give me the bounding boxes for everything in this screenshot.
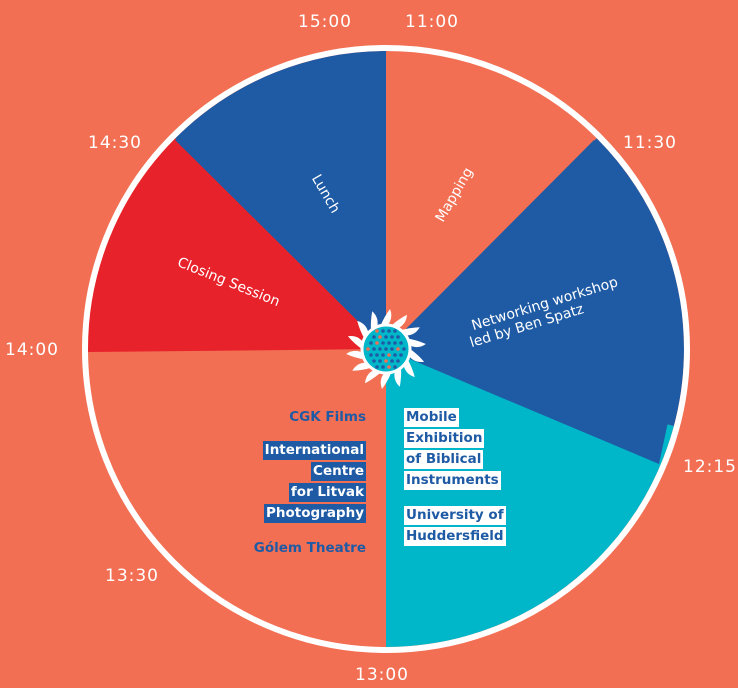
participant-icflp: International Centre for Litvak Photogra… [220, 441, 366, 525]
sunburst-dot [381, 329, 385, 333]
sunburst-dot [378, 347, 382, 351]
sunburst-petal [407, 348, 425, 363]
sunburst-dot [372, 335, 376, 339]
sunburst-dot [387, 365, 391, 369]
wedge-mapping-edge [386, 52, 594, 349]
time-1330: 13:30 [105, 566, 159, 586]
sunburst-dot [393, 365, 397, 369]
sunburst-dot [375, 365, 379, 369]
sunburst-dot [369, 341, 373, 345]
participant-golem-theatre: Gólem Theatre [253, 540, 366, 556]
sunburst-dot [375, 341, 379, 345]
sunburst-dot [393, 329, 397, 333]
wedges [88, 51, 685, 647]
sunburst-dot [390, 359, 394, 363]
sunburst-dot [378, 359, 382, 363]
sunburst-dot [381, 365, 385, 369]
mobile-line-3: of Biblical [404, 450, 484, 469]
sunburst-petal [380, 371, 392, 389]
sunburst-dot [381, 353, 385, 357]
sunburst-dot [384, 359, 388, 363]
sunburst-dot [387, 353, 391, 357]
icflp-line-4: Photography [263, 504, 366, 523]
wheel-rim [82, 45, 690, 653]
icflp-line-3: for Litvak [288, 483, 366, 502]
sunburst-petal [347, 335, 365, 350]
sunburst-dot [378, 335, 382, 339]
left-participant-list: CGK Films International Centre for Litva… [220, 408, 366, 572]
icflp-line-2: Centre [311, 462, 366, 481]
sunburst-dot [372, 359, 376, 363]
wedge-open-projects [88, 349, 386, 647]
participant-mobile-exhibition: Mobile Exhibition of Biblical Instrument… [404, 408, 544, 492]
uni-line-2: Huddersfield [404, 527, 506, 546]
uni-line-1: University of [404, 506, 506, 525]
sunburst-dot [393, 341, 397, 345]
sunburst-dot [390, 347, 394, 351]
sunburst-dot [402, 347, 406, 351]
sunburst-dot [387, 329, 391, 333]
time-1300: 13:00 [355, 665, 409, 685]
wedge-lunch-edge [175, 52, 386, 349]
sunburst-dot [375, 353, 379, 357]
wedge-networking-lower [386, 349, 683, 464]
sunburst-dot [396, 347, 400, 351]
sunburst-dot [396, 359, 400, 363]
icflp-line-1: International [262, 441, 366, 460]
time-1215: 12:15 [683, 457, 737, 477]
wedge-closing-edge [88, 140, 386, 352]
sunburst-dot [399, 341, 403, 345]
sunburst-dot [390, 335, 394, 339]
time-1400: 14:00 [5, 340, 59, 360]
sunburst-dot [366, 347, 370, 351]
mobile-line-2: Exhibition [404, 429, 485, 448]
participant-cgk-films: CGK Films [289, 409, 366, 425]
sunburst-dot [384, 335, 388, 339]
sunburst-icon [346, 309, 426, 389]
right-participant-list: Mobile Exhibition of Biblical Instrument… [404, 408, 544, 562]
wedge-networking-edge [386, 140, 683, 352]
sunburst-dot [372, 347, 376, 351]
time-1100: 11:00 [405, 12, 459, 32]
sunburst-dot [369, 353, 373, 357]
sunburst-dot [375, 329, 379, 333]
time-1130: 11:30 [623, 133, 677, 153]
sunburst-dot [393, 353, 397, 357]
mobile-line-1: Mobile [404, 408, 459, 427]
sunburst-dot [399, 353, 403, 357]
participant-huddersfield: University of Huddersfield [404, 506, 544, 548]
sunburst-dot [384, 347, 388, 351]
time-1430: 14:30 [88, 133, 142, 153]
sunburst-petal [380, 309, 392, 327]
time-1500: 15:00 [298, 12, 352, 32]
sunburst-dot [396, 335, 400, 339]
mobile-line-4: Instruments [404, 471, 501, 490]
sunburst-dot [381, 341, 385, 345]
sunburst-dot [387, 341, 391, 345]
